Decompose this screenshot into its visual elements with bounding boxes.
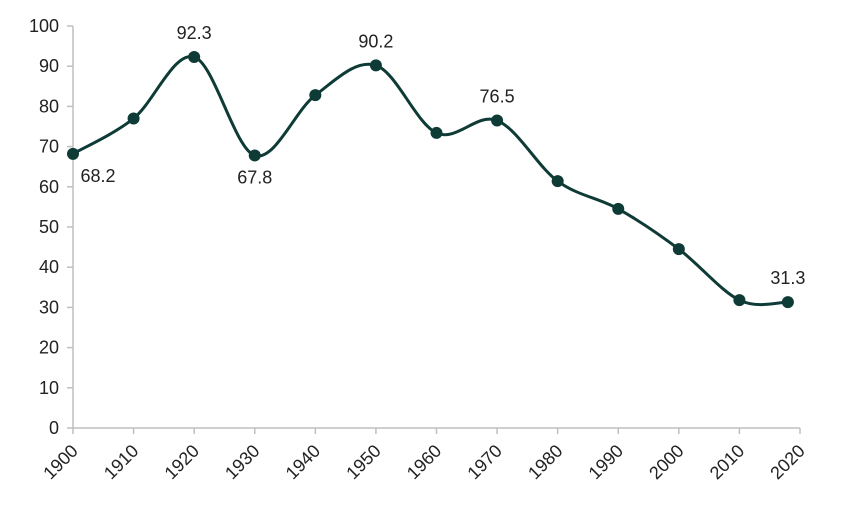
x-tick-label: 1900 <box>39 441 81 483</box>
data-label: 76.5 <box>480 86 515 106</box>
data-label: 67.8 <box>237 167 272 187</box>
y-tick-label: 60 <box>39 177 59 197</box>
line <box>72 55 788 307</box>
point <box>551 175 564 188</box>
y-tick-label: 50 <box>39 217 59 237</box>
x-tick-label: 1960 <box>403 441 445 483</box>
data-label: 90.2 <box>358 31 393 51</box>
x-tick-label: 1970 <box>463 441 505 483</box>
x-tick-label: 1940 <box>282 441 324 483</box>
point <box>612 202 625 215</box>
x-tick-label: 1950 <box>342 441 384 483</box>
data-label: 31.3 <box>770 268 805 288</box>
x-tick-label: 2000 <box>645 441 687 483</box>
y-tick-label: 70 <box>39 137 59 157</box>
x-tick-label: 1910 <box>100 441 142 483</box>
point <box>430 126 443 139</box>
x-tick-label: 1980 <box>524 441 566 483</box>
x-tick-label: 1930 <box>221 441 263 483</box>
x-tick-label: 2010 <box>706 441 748 483</box>
y-tick-label: 20 <box>39 338 59 358</box>
data-label: 68.2 <box>80 166 115 186</box>
point <box>369 59 382 72</box>
point <box>733 294 746 307</box>
point <box>491 114 504 127</box>
y-tick-label: 80 <box>39 96 59 116</box>
point <box>127 112 140 125</box>
point <box>781 296 794 309</box>
y-tick-label: 90 <box>39 56 59 76</box>
x-tick-label: 1920 <box>161 441 203 483</box>
y-tick-label: 40 <box>39 257 59 277</box>
point <box>672 243 685 256</box>
y-tick-label: 0 <box>49 418 59 438</box>
point <box>188 50 201 63</box>
y-tick-label: 100 <box>29 16 59 36</box>
y-tick-label: 30 <box>39 297 59 317</box>
y-tick-label: 10 <box>39 378 59 398</box>
x-tick-label: 1990 <box>585 441 627 483</box>
data-label: 92.3 <box>177 23 212 43</box>
x-tick-label: 2020 <box>766 441 808 483</box>
point <box>309 89 322 102</box>
point <box>248 149 261 162</box>
point <box>67 147 79 160</box>
